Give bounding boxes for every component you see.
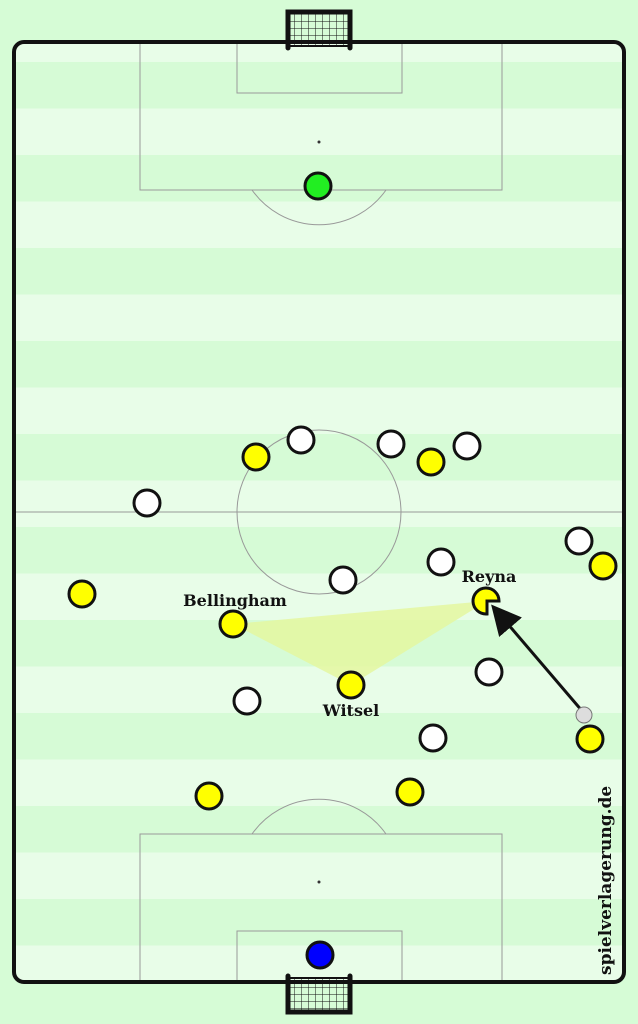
player-token-white[interactable] [132,488,162,518]
label-reyna: Reyna [462,567,517,586]
top-penalty-arc [251,189,387,226]
watermark: spielverlagerung.de [596,786,616,975]
player-token-yellow[interactable] [575,724,605,754]
player-token-white[interactable] [232,686,262,716]
goalkeeper-token[interactable] [303,171,333,201]
ball-icon [575,706,593,724]
player-token-white[interactable] [426,547,456,577]
label-bellingham: Bellingham [183,591,287,610]
player-token-white[interactable] [328,565,358,595]
goal-net-icon [285,973,353,1015]
player-token-yellow[interactable] [67,579,97,609]
player-token-white[interactable] [564,526,594,556]
player-token-white[interactable] [418,723,448,753]
arrow-icon [491,604,585,713]
player-token-yellow[interactable] [241,442,271,472]
player-token-yellow[interactable] [395,777,425,807]
player-token-white[interactable] [286,425,316,455]
center-circle [236,429,402,595]
player-token-white[interactable] [452,431,482,461]
bottom-penalty-arc [251,798,387,835]
goalkeeper-token[interactable] [305,940,335,970]
player-token-yellow[interactable] [218,609,248,639]
player-reyna[interactable] [471,586,501,616]
player-token-yellow[interactable] [336,670,366,700]
player-token-white[interactable] [474,657,504,687]
label-witsel: Witsel [322,701,379,720]
player-token-yellow[interactable] [194,781,224,811]
player-token-yellow[interactable] [416,447,446,477]
passing-triangle [233,601,487,685]
player-token-yellow[interactable] [588,551,618,581]
top-penalty-spot [317,140,321,144]
goal-net-icon [285,9,353,51]
bottom-penalty-spot [317,880,321,884]
player-token-white[interactable] [376,429,406,459]
